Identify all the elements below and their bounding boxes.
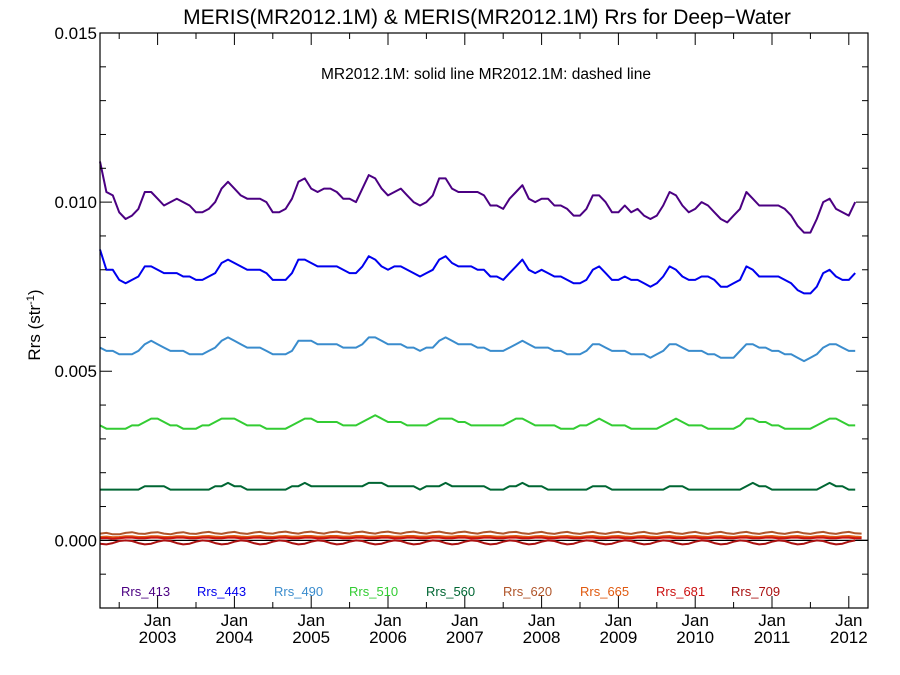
x-tick-label-month: Jan [144, 611, 171, 630]
chart-title: MERIS(MR2012.1M) & MERIS(MR2012.1M) Rrs … [183, 6, 791, 29]
y-tick-label: 0.005 [54, 362, 97, 381]
x-tick-label-year: 2005 [292, 628, 330, 647]
plot-frame [99, 32, 869, 609]
x-tick-label-month: Jan [681, 611, 708, 630]
x-tick-label-year: 2006 [369, 628, 407, 647]
series-line-rrs-709 [99, 539, 856, 546]
y-axis-label: Rrs (str-1) [25, 289, 44, 360]
legend-entry: Rrs_709 [731, 584, 780, 599]
series-line-rrs-443 [99, 249, 856, 295]
y-axis-label-superscript: -1 [25, 295, 37, 305]
series-line-rrs-665 [99, 535, 862, 539]
legend-entry: Rrs_413 [121, 584, 170, 599]
legend-entry: Rrs_443 [197, 584, 246, 599]
x-tick-label-year: 2008 [523, 628, 561, 647]
series-line-rrs-510 [99, 414, 856, 430]
x-tick-label-year: 2004 [215, 628, 253, 647]
x-tick-label-year: 2003 [139, 628, 177, 647]
legend-entry: Rrs_620 [503, 584, 552, 599]
series-layer [99, 161, 868, 546]
x-tick-label-month: Jan [297, 611, 324, 630]
x-tick-label-year: 2012 [830, 628, 868, 647]
series-line-rrs-560 [100, 481, 856, 491]
x-tick-label-month: Jan [528, 611, 555, 630]
x-tick-label-month: Jan [374, 611, 401, 630]
y-tick-label: 0.015 [54, 24, 97, 43]
y-tick-label: 0.010 [54, 193, 97, 212]
x-tick-label-year: 2009 [599, 628, 637, 647]
x-tick-labels: Jan 2003 Jan 2004 Jan 2005 Jan 2006 Jan … [139, 611, 868, 647]
y-tick-label: 0.000 [54, 531, 97, 550]
axis-ticks [100, 32, 868, 609]
line-style-annotation: MR2012.1M: solid line MR2012.1M: dashed … [321, 66, 651, 83]
y-axis-label-main: Rrs (str [25, 305, 44, 361]
legend: Rrs_413 Rrs_443 Rrs_490 Rrs_510 Rrs_560 … [121, 584, 780, 599]
y-tick-labels: 0.000 0.005 0.010 0.015 [54, 24, 97, 550]
x-tick-label-year: 2010 [676, 628, 714, 647]
legend-entry: Rrs_490 [274, 584, 323, 599]
y-axis-label-close: ) [25, 289, 44, 295]
legend-entry: Rrs_560 [426, 584, 475, 599]
x-tick-label-month: Jan [835, 611, 862, 630]
series-line-rrs-413 [99, 161, 857, 234]
x-tick-label-year: 2007 [446, 628, 484, 647]
legend-entry: Rrs_665 [580, 584, 629, 599]
x-tick-label-month: Jan [605, 611, 632, 630]
legend-entry: Rrs_681 [656, 584, 705, 599]
series-line-rrs-620 [99, 530, 862, 536]
series-line-rrs-681 [99, 536, 862, 540]
x-tick-label-year: 2011 [754, 628, 791, 647]
x-tick-label-month: Jan [451, 611, 478, 630]
x-tick-label-month: Jan [758, 611, 785, 630]
series-line-rrs-490 [99, 336, 856, 363]
legend-entry: Rrs_510 [349, 584, 398, 599]
x-tick-label-month: Jan [221, 611, 248, 630]
